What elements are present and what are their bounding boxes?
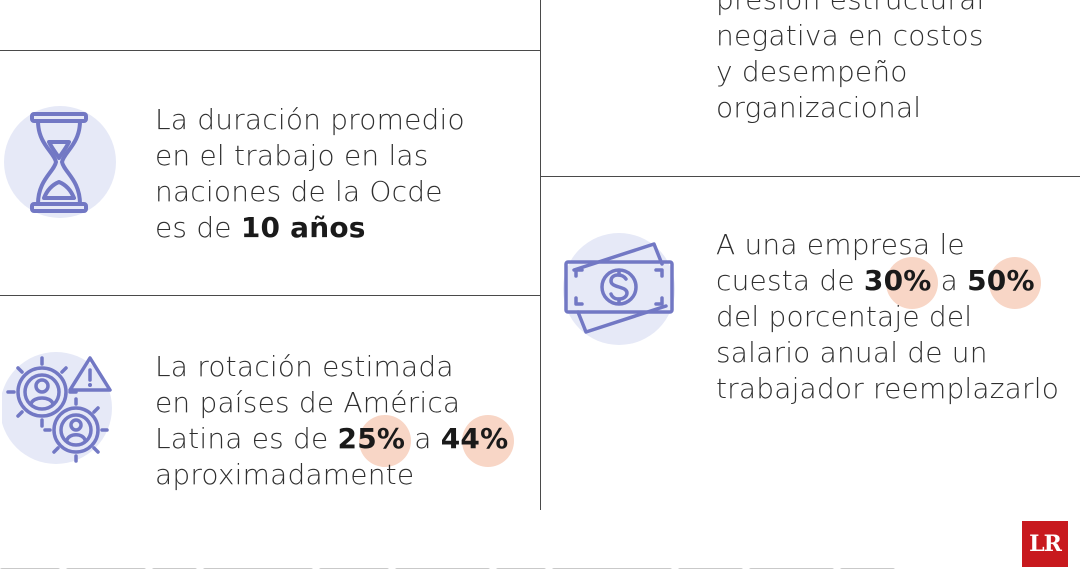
divider-vertical [540, 0, 541, 510]
lr-logo: LR [1022, 521, 1068, 567]
rotation-line-1: La rotación estimada [155, 350, 454, 383]
gears-people-warning-icon [0, 350, 120, 472]
rotation-line-3: Latina es de 25% a 44% [155, 415, 514, 467]
duration-line-1: La duración promedio [155, 103, 465, 136]
divider-top-left [0, 50, 540, 51]
rotation-line-4: aproximadamente [155, 458, 415, 491]
duration-line-3: naciones de la Ocde [155, 175, 443, 208]
cost-line-2: cuesta de 30% a 50% [716, 257, 1059, 309]
cost-line-3: del porcentaje del [716, 300, 973, 333]
cost-low-value: 30% [863, 257, 938, 309]
rotation-connector: a [405, 422, 441, 455]
pressure-line-2: negativa en costos [716, 19, 984, 52]
rotation-low-value: 25% [337, 415, 411, 467]
duration-line-4: es de 10 años [155, 210, 465, 246]
cost-prefix: cuesta de [716, 264, 864, 297]
cost-connector: a [931, 264, 968, 297]
duration-card-text: La duración promedio en el trabajo en la… [155, 102, 465, 246]
duration-prefix: es de [155, 211, 241, 244]
pressure-line-4: organizacional [716, 91, 922, 124]
cost-line-5: trabajador reemplazarlo [716, 372, 1060, 405]
rotation-line-2: en países de América [155, 386, 461, 419]
footnote-strip [0, 557, 1000, 569]
money-bill-icon [562, 232, 676, 350]
cost-card-text: A una empresa le cuesta de 30% a 50% del… [716, 227, 1059, 407]
cost-line-1: A una empresa le [716, 228, 965, 261]
divider-middle-left [0, 295, 540, 296]
cost-high-value: 50% [967, 257, 1041, 309]
pressure-line-3: y desempeño [716, 55, 908, 88]
pressure-card-text: presión estructural negativa en costos y… [716, 0, 984, 126]
duration-line-2: en el trabajo en las [155, 139, 429, 172]
rotation-high-value: 44% [440, 415, 514, 467]
cost-line-4: salario anual de un [716, 336, 988, 369]
divider-right [540, 176, 1080, 177]
rotation-prefix: Latina es de [155, 422, 338, 455]
pressure-line-1: presión estructural [716, 0, 984, 18]
duration-value: 10 años [240, 211, 366, 244]
hourglass-icon [4, 106, 116, 222]
rotation-card-text: La rotación estimada en países de Améric… [155, 349, 514, 493]
